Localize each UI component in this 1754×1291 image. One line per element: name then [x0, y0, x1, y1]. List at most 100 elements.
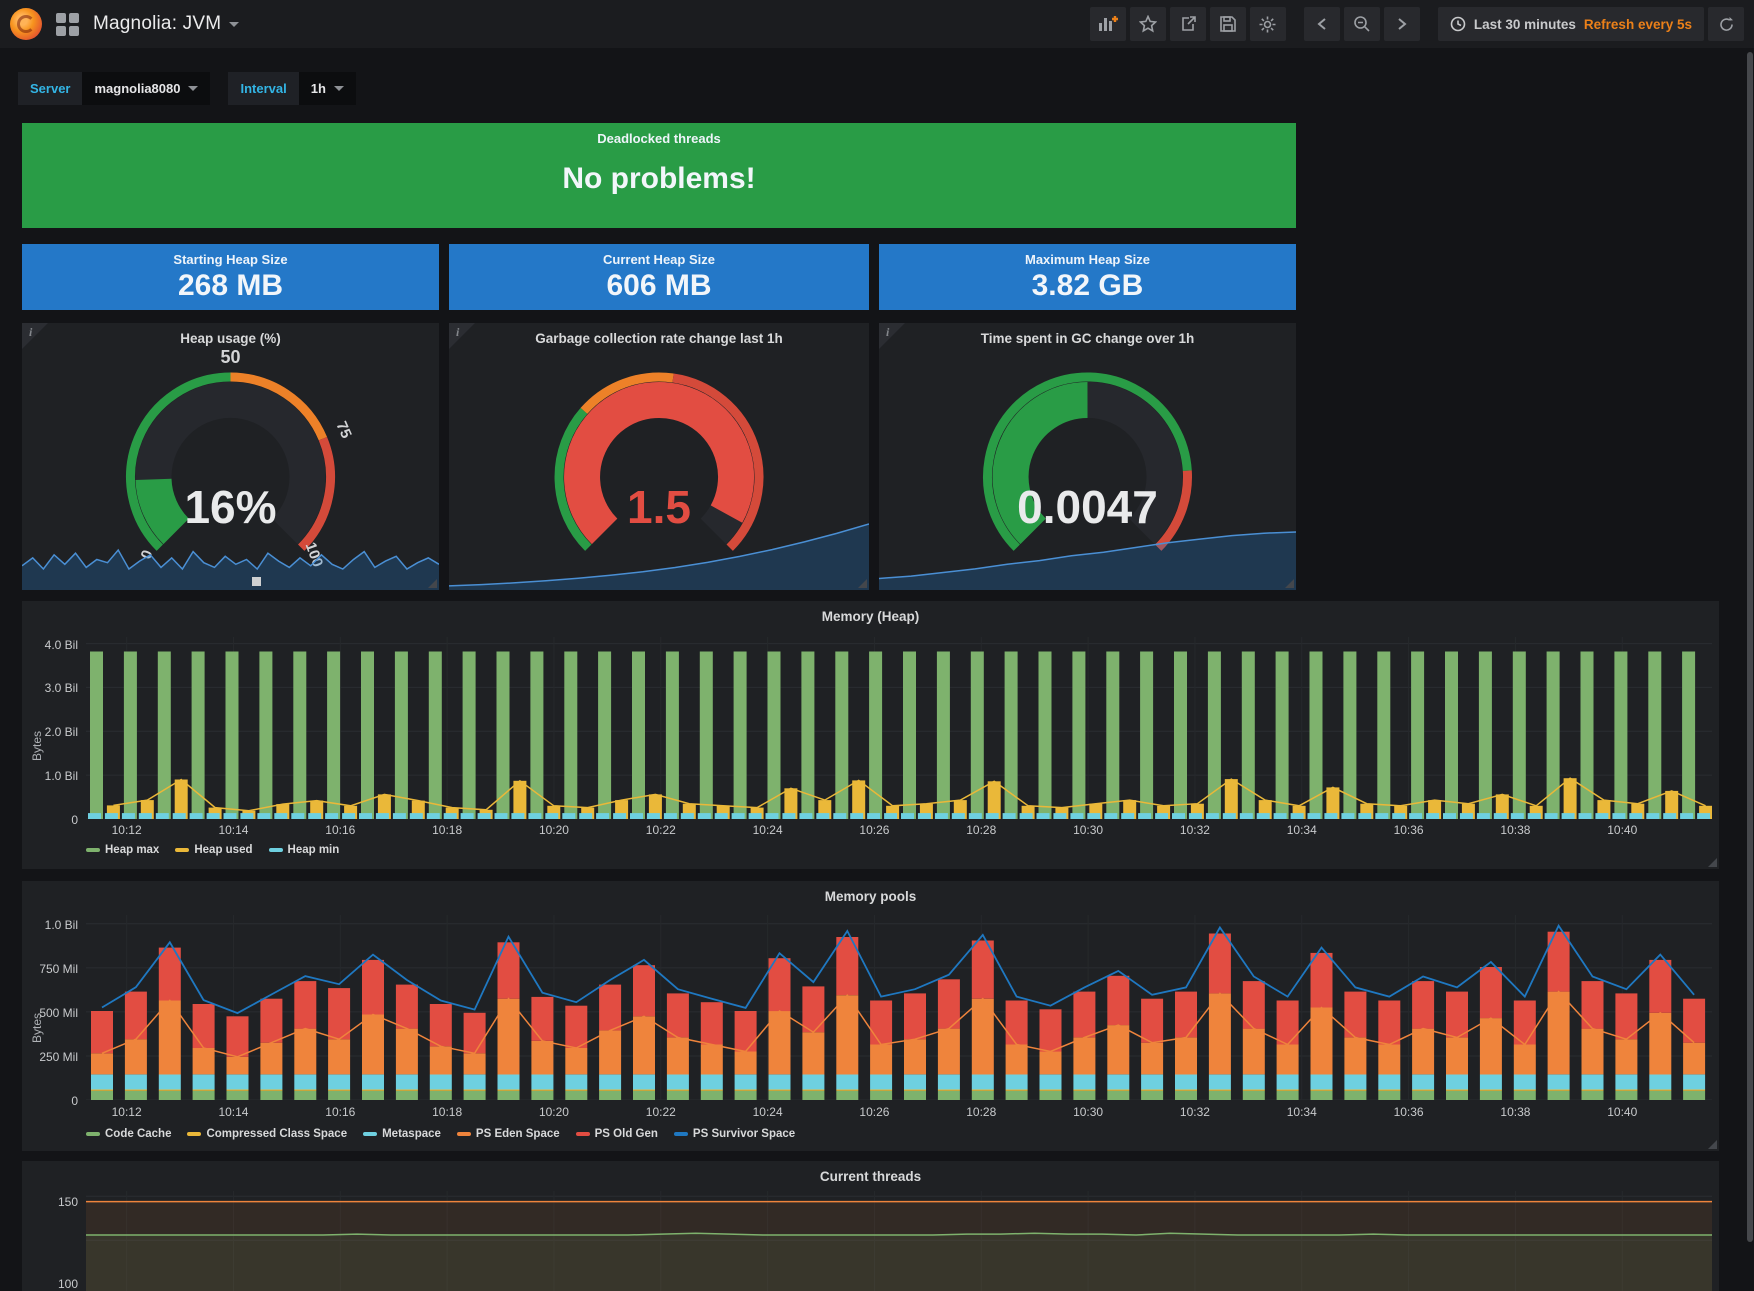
interval-variable-dropdown[interactable]: 1h [299, 72, 356, 105]
stat-value: 3.82 GB [879, 269, 1296, 303]
current-threads-plot[interactable] [86, 1191, 1712, 1291]
panel-starting-heap: Starting Heap Size 268 MB [22, 244, 439, 310]
x-axis-tick: 10:34 [1287, 1105, 1317, 1119]
panel-current-heap: Current Heap Size 606 MB [449, 244, 869, 310]
panel-drag-handle[interactable] [252, 577, 261, 586]
x-axis-tick: 10:30 [1073, 1105, 1103, 1119]
share-button[interactable] [1170, 7, 1206, 41]
y-axis-tick: 500 Mil [26, 1006, 78, 1020]
dashboard-title[interactable]: Magnolia: JVM [93, 13, 239, 35]
legend-label: PS Survivor Space [693, 1128, 795, 1140]
x-axis-tick: 10:38 [1500, 823, 1530, 837]
svg-text:0.0047: 0.0047 [1017, 481, 1158, 533]
x-axis-tick: 10:16 [325, 823, 355, 837]
memory-heap-plot[interactable] [86, 637, 1712, 819]
svg-text:75: 75 [332, 419, 354, 441]
panel-info-icon[interactable] [879, 323, 905, 349]
panel-title[interactable]: Starting Heap Size [22, 244, 439, 267]
panel-resize-handle[interactable] [1708, 858, 1717, 867]
legend-label: Heap max [105, 844, 159, 856]
x-axis-tick: 10:28 [966, 1105, 996, 1119]
legend-item[interactable]: PS Survivor Space [674, 1128, 795, 1140]
star-button[interactable] [1130, 7, 1166, 41]
gc-time-gauge: 0.0047 [879, 349, 1296, 586]
svg-text:100: 100 [302, 540, 327, 569]
panel-info-icon[interactable] [22, 323, 48, 349]
panel-title[interactable]: Garbage collection rate change last 1h [449, 323, 869, 346]
memory-pools-plot[interactable] [86, 915, 1712, 1100]
legend-item[interactable]: Code Cache [86, 1128, 171, 1140]
panel-title[interactable]: Heap usage (%) [22, 323, 439, 346]
x-axis-tick: 10:40 [1607, 823, 1637, 837]
legend-swatch [187, 1132, 201, 1136]
x-axis-tick: 10:34 [1287, 823, 1317, 837]
time-range-picker[interactable]: Last 30 minutes Refresh every 5s [1438, 7, 1704, 41]
legend-swatch [457, 1132, 471, 1136]
x-axis-tick: 10:32 [1180, 1105, 1210, 1119]
panel-title[interactable]: Current threads [22, 1161, 1719, 1184]
panel-title[interactable]: Memory pools [22, 881, 1719, 904]
server-variable-dropdown[interactable]: magnolia8080 [82, 72, 210, 105]
legend-item[interactable]: Compressed Class Space [187, 1128, 347, 1140]
legend-label: Heap used [194, 844, 252, 856]
x-axis-tick: 10:36 [1394, 823, 1424, 837]
panel-title[interactable]: Current Heap Size [449, 244, 869, 267]
legend-label: Code Cache [105, 1128, 171, 1140]
y-axis-tick: 2.0 Bil [26, 725, 78, 739]
y-axis-tick: 0 [26, 1094, 78, 1108]
x-axis-tick: 10:20 [539, 1105, 569, 1119]
chevron-down-icon [229, 22, 239, 27]
legend-label: Metaspace [382, 1128, 441, 1140]
legend-swatch [576, 1132, 590, 1136]
template-variables: Server magnolia8080 Interval 1h [18, 72, 356, 105]
refresh-button[interactable] [1708, 7, 1744, 41]
x-axis-tick: 10:14 [218, 823, 248, 837]
panel-gc-rate-gauge: i Garbage collection rate change last 1h… [449, 323, 869, 590]
legend-label: PS Eden Space [476, 1128, 560, 1140]
x-axis-tick: 10:24 [753, 823, 783, 837]
y-axis-tick: 100 [26, 1277, 78, 1291]
legend-item[interactable]: PS Old Gen [576, 1128, 658, 1140]
heap-usage-gauge: 0507510016% [22, 349, 439, 586]
panel-resize-handle[interactable] [428, 579, 437, 588]
panel-resize-handle[interactable] [1285, 579, 1294, 588]
deadlocked-value: No problems! [22, 162, 1296, 196]
add-panel-button[interactable] [1090, 7, 1126, 41]
panel-resize-handle[interactable] [1708, 1140, 1717, 1149]
stat-value: 268 MB [22, 269, 439, 303]
legend-item[interactable]: Heap max [86, 844, 159, 856]
panel-info-icon[interactable] [449, 323, 475, 349]
x-axis-tick: 10:40 [1607, 1105, 1637, 1119]
dashboards-grid-icon[interactable] [56, 13, 79, 36]
panel-title[interactable]: Deadlocked threads [22, 123, 1296, 146]
panel-title[interactable]: Memory (Heap) [22, 601, 1719, 624]
panel-title[interactable]: Time spent in GC change over 1h [879, 323, 1296, 346]
clock-icon [1450, 16, 1466, 32]
svg-text:1.5: 1.5 [627, 481, 691, 533]
panel-resize-handle[interactable] [858, 579, 867, 588]
y-axis-tick: 4.0 Bil [26, 638, 78, 652]
legend-item[interactable]: Metaspace [363, 1128, 441, 1140]
grafana-logo-icon[interactable] [10, 8, 42, 40]
x-axis-tick: 10:36 [1394, 1105, 1424, 1119]
svg-text:50: 50 [220, 349, 240, 367]
panel-title[interactable]: Maximum Heap Size [879, 244, 1296, 267]
time-back-button[interactable] [1304, 7, 1340, 41]
legend-item[interactable]: PS Eden Space [457, 1128, 560, 1140]
scrollbar[interactable] [1747, 52, 1753, 1242]
x-axis-tick: 10:12 [112, 823, 142, 837]
chevron-down-icon [188, 86, 198, 91]
save-button[interactable] [1210, 7, 1246, 41]
x-axis-tick: 10:12 [112, 1105, 142, 1119]
time-forward-button[interactable] [1384, 7, 1420, 41]
legend-item[interactable]: Heap min [269, 844, 340, 856]
legend: Code Cache Compressed Class Space Metaspac… [86, 1128, 795, 1140]
legend-swatch [86, 848, 100, 852]
legend-item[interactable]: Heap used [175, 844, 252, 856]
stat-value: 606 MB [449, 269, 869, 303]
zoom-out-button[interactable] [1344, 7, 1380, 41]
settings-gear-button[interactable] [1250, 7, 1286, 41]
legend-swatch [86, 1132, 100, 1136]
refresh-interval-text: Refresh every 5s [1584, 17, 1692, 32]
y-axis-tick: 150 [26, 1195, 78, 1209]
